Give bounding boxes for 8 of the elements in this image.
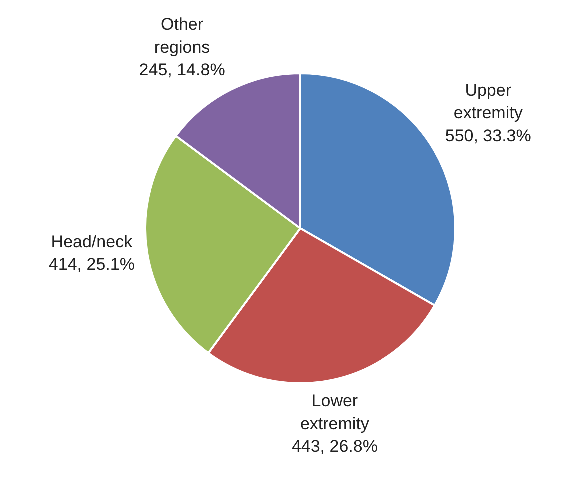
slice-label: Head/neck	[51, 232, 134, 252]
data-label: 443, 26.8%	[292, 437, 378, 456]
slice-label: Upper extremity	[454, 80, 524, 123]
data-label: 550, 33.3%	[445, 126, 532, 146]
data-label: 414, 25.1%	[48, 255, 135, 274]
slice-label: Lower extremity	[300, 392, 370, 434]
data-label: 245, 14.8%	[139, 60, 226, 80]
slice-label: Other regions	[154, 15, 210, 57]
